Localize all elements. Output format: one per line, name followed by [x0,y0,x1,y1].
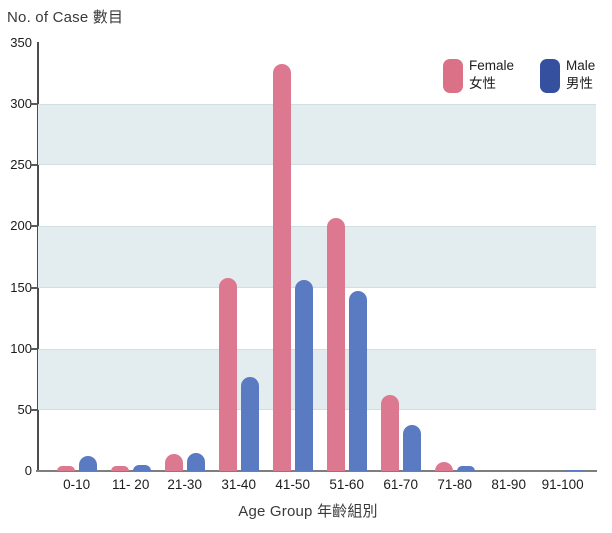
y-tick-mark [30,103,37,106]
bar-male-11-20 [132,464,151,471]
y-tick-mark [30,225,37,228]
bar-female-41-50 [272,63,291,471]
x-tick-label: 71-80 [437,477,472,492]
bar-male-0-10 [78,456,97,471]
x-tick-label: 0-10 [63,477,91,492]
x-tick-label: 81-90 [491,477,526,492]
y-tick-label: 100 [10,340,32,356]
y-tick-label: 150 [10,279,32,295]
bar-male-41-50 [294,280,313,471]
plot-area [38,43,596,471]
x-axis-title: Age Group 年齡組別 [238,503,378,520]
y-tick-label: 350 [10,35,32,50]
legend-item-female: Female 女性 [443,57,514,93]
bar-male-31-40 [240,376,259,471]
bar-female-61-70 [380,395,399,471]
legend: Female 女性 Male 男性 [443,57,595,93]
bar-female-21-30 [164,453,183,471]
bar-female-11-20 [110,466,129,471]
y-tick-label: 50 [17,401,32,417]
y-tick-mark [30,164,37,167]
y-tick-label: 300 [10,96,32,112]
male-label-en: Male [566,58,596,73]
grid-band [38,348,596,410]
x-tick-label: 31-40 [221,477,256,492]
x-tick-label: 61-70 [383,477,418,492]
bar-male-61-70 [402,424,421,471]
bar-female-31-40 [218,277,237,471]
bar-female-71-80 [434,462,453,471]
y-tick-mark [30,286,37,289]
female-label-en: Female [469,58,515,73]
male-label-zh: 男性 [566,76,594,91]
y-tick-mark [30,408,37,411]
x-tick-label: 11- 20 [112,477,150,492]
bar-male-21-30 [186,452,205,471]
legend-item-male: Male 男性 [540,57,595,93]
bar-female-51-60 [326,217,345,471]
female-swatch-icon [443,59,463,93]
y-tick-label: 0 [24,463,32,478]
x-tick-label: 41-50 [275,477,310,492]
female-legend-label: Female 女性 [469,57,514,93]
x-tick-label: 91-100 [541,477,584,492]
x-axis-line [36,470,597,472]
bar-male-71-80 [456,466,475,471]
bar-male-51-60 [348,291,367,471]
bar-female-0-10 [56,466,75,471]
grid-band [38,226,596,288]
x-tick-label: 51-60 [329,477,364,492]
female-label-zh: 女性 [469,76,496,91]
y-tick-label: 250 [10,157,32,173]
male-legend-label: Male 男性 [566,57,595,93]
male-swatch-icon [540,59,561,93]
x-tick-label: 21-30 [167,477,202,492]
bar-male-91-100 [564,469,583,471]
y-tick-mark [30,347,37,350]
grid-band [38,104,596,166]
chart-title: No. of Case 數目 [7,9,124,26]
y-tick-label: 200 [10,218,32,234]
